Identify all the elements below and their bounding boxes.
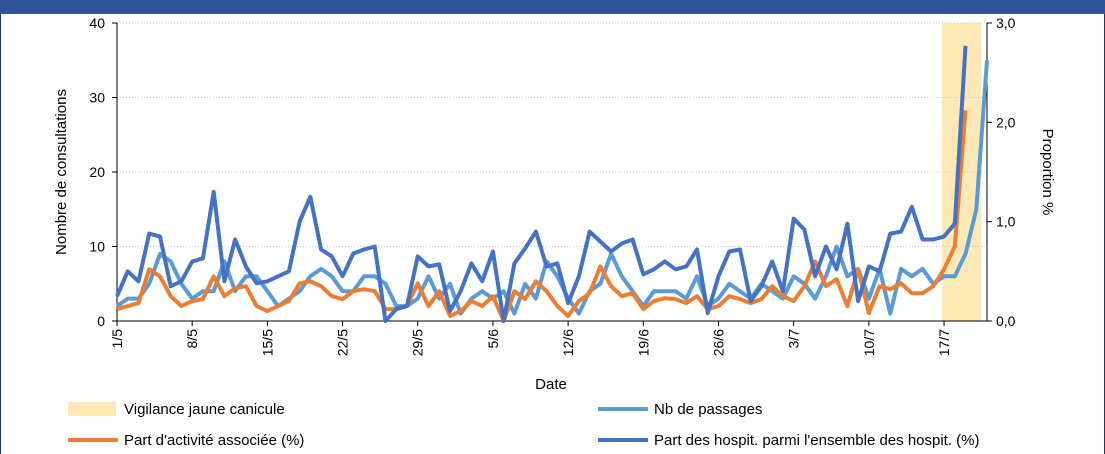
ticks-layer: 0 10 20 30 40 0,0 1,0 2,0 3,0 1/5 8/5 15/5 22/5 29/5 5… — [89, 15, 1015, 356]
legend-label: Nb de passages — [654, 401, 762, 418]
x-tick-label: 10/7 — [861, 329, 877, 356]
x-tick-label: 8/5 — [184, 329, 200, 349]
legend-label: Part d'activité associée (%) — [124, 432, 304, 449]
legend-swatch-highlight — [68, 402, 116, 416]
chart-title-band — [0, 0, 1105, 14]
y-tick-label-right: 2,0 — [996, 114, 1016, 130]
x-tick-label: 1/5 — [109, 329, 125, 349]
series-layer — [115, 45, 989, 323]
legend: Vigilance jaune canicule Nb de passages Pa… — [68, 401, 980, 449]
y-tick-label-left: 0 — [97, 313, 105, 329]
x-axis-label: Date — [535, 376, 567, 393]
legend-label: Part des hospit. parmi l'ensemble des ho… — [654, 432, 980, 449]
y-tick-label-right: 0,0 — [996, 313, 1016, 329]
y-tick-label-left: 30 — [89, 90, 105, 106]
x-tick-label: 29/5 — [410, 329, 426, 356]
x-tick-label: 5/6 — [485, 329, 501, 349]
x-tick-label: 3/7 — [786, 329, 802, 349]
y-axis-label-left: Nombre de consultations — [53, 89, 70, 255]
y-tick-label-left: 10 — [89, 239, 105, 255]
x-tick-label: 26/6 — [710, 329, 726, 356]
y-tick-label-left: 20 — [89, 164, 105, 180]
series-line-3 — [115, 45, 968, 323]
y-axis-label-right: Proportion % — [1039, 129, 1056, 216]
grid-layer — [117, 22, 987, 247]
y-tick-label-right: 3,0 — [996, 15, 1016, 31]
y-tick-label-left: 40 — [89, 15, 105, 31]
legend-label: Vigilance jaune canicule — [124, 401, 285, 418]
x-tick-label: 12/6 — [560, 329, 576, 356]
series-line-2 — [116, 110, 968, 323]
x-tick-label: 19/6 — [635, 329, 651, 356]
x-tick-label: 17/7 — [936, 329, 952, 356]
y-tick-label-right: 1,0 — [996, 214, 1016, 230]
x-tick-label: 22/5 — [335, 329, 351, 356]
x-tick-label: 15/5 — [259, 329, 275, 356]
